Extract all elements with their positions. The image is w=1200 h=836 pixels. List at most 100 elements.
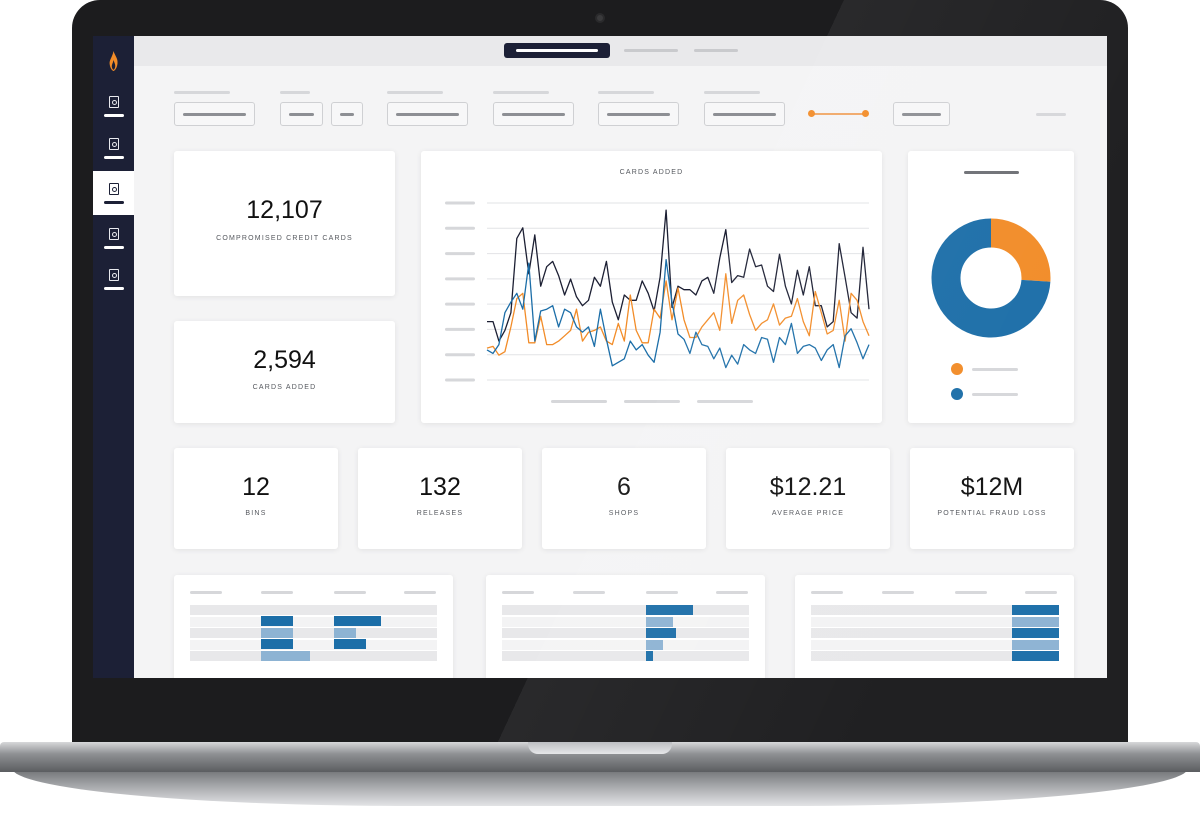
filter-label — [280, 91, 310, 94]
filter-select-4[interactable] — [493, 102, 574, 126]
bar-mark — [646, 651, 654, 661]
table-row[interactable] — [190, 616, 437, 627]
tab-3[interactable] — [694, 49, 738, 52]
filter-label — [493, 91, 549, 94]
legend-label — [972, 368, 1018, 371]
table-column-header — [261, 591, 293, 594]
bar-mark — [1012, 605, 1059, 615]
range-slider-handle-max[interactable] — [862, 110, 869, 117]
table-row[interactable] — [811, 605, 1058, 615]
table-row[interactable] — [502, 628, 749, 638]
table-column-header — [1025, 591, 1057, 594]
tab-active[interactable] — [504, 43, 610, 58]
table-card-2 — [486, 575, 765, 678]
table-column-header — [882, 591, 914, 594]
line-chart — [445, 201, 870, 403]
series-line-3 — [486, 258, 870, 369]
bar-mark — [334, 627, 357, 638]
donut-slice-2 — [931, 218, 1051, 338]
table-column-header — [955, 591, 987, 594]
table-column-header — [573, 591, 605, 594]
document-search-icon — [108, 268, 119, 281]
legend-label-3 — [697, 400, 753, 403]
series-line-1 — [487, 209, 870, 342]
table-row[interactable] — [502, 616, 749, 627]
table-row[interactable] — [190, 605, 437, 615]
table-card-1 — [174, 575, 453, 678]
sidebar-item-4[interactable] — [93, 216, 134, 260]
filter-select-6[interactable] — [704, 102, 785, 126]
chart-title: CARDS ADDED — [619, 169, 684, 176]
legend-label-1 — [551, 400, 607, 403]
stat-label: BINS — [245, 510, 267, 517]
table-row[interactable] — [502, 651, 749, 661]
table-row[interactable] — [811, 628, 1058, 638]
sidebar — [93, 36, 134, 678]
legend-dot-blue — [951, 388, 963, 400]
filter-select-7[interactable] — [893, 102, 950, 126]
y-tick-label — [445, 353, 475, 357]
donut-chart-card — [908, 151, 1074, 423]
tab-2[interactable] — [624, 49, 678, 52]
document-search-icon — [108, 182, 119, 195]
y-tick-label — [445, 327, 475, 331]
sidebar-item-label — [103, 286, 124, 290]
document-search-icon — [108, 227, 119, 240]
table-row[interactable] — [190, 628, 437, 638]
range-slider-track[interactable] — [811, 113, 866, 115]
bar-mark — [334, 616, 381, 626]
sidebar-item-label — [103, 113, 124, 117]
table-row[interactable] — [811, 651, 1058, 661]
bar-mark — [1012, 628, 1059, 638]
filter-label — [598, 91, 654, 94]
legend-label — [972, 393, 1018, 396]
y-tick-label — [445, 277, 475, 281]
stat-value: 6 — [617, 473, 631, 501]
table-row[interactable] — [502, 639, 749, 650]
top-tab-bar — [134, 36, 1107, 66]
table-row[interactable] — [502, 605, 749, 615]
sidebar-item-2[interactable] — [93, 126, 134, 170]
bar-mark — [646, 628, 676, 638]
flame-icon — [109, 51, 118, 71]
bar-mark — [261, 650, 311, 661]
filter-select-3[interactable] — [387, 102, 468, 126]
filter-label — [174, 91, 230, 94]
bar-mark — [261, 627, 294, 638]
filter-select-5[interactable] — [598, 102, 679, 126]
stat-card-shops: 6 SHOPS — [542, 448, 706, 549]
range-slider-handle-min[interactable] — [808, 110, 815, 117]
donut-chart — [931, 218, 1051, 338]
card-title — [964, 171, 1019, 174]
bar-mark — [1012, 639, 1059, 650]
table-row[interactable] — [811, 616, 1058, 627]
stat-card-releases: 132 RELEASES — [358, 448, 522, 549]
sidebar-item-5[interactable] — [93, 257, 134, 301]
sidebar-item-3[interactable] — [93, 171, 134, 215]
bar-mark — [646, 639, 664, 650]
stat-card-cards-added: 2,594 CARDS ADDED — [174, 321, 395, 423]
bar-mark — [646, 605, 693, 615]
filter-select-2b[interactable] — [331, 102, 363, 126]
table-row[interactable] — [190, 651, 437, 661]
table-row[interactable] — [811, 639, 1058, 650]
filter-select-2a[interactable] — [280, 102, 323, 126]
filter-select-1[interactable] — [174, 102, 255, 126]
stat-value: 12 — [242, 473, 270, 501]
y-tick-label — [445, 201, 475, 205]
legend-dot-orange — [951, 363, 963, 375]
stat-value: $12.21 — [769, 473, 847, 501]
sidebar-item-1[interactable] — [93, 84, 134, 128]
stat-value: 12,107 — [246, 196, 323, 224]
donut-slice-1 — [990, 218, 1051, 282]
table-column-header — [646, 591, 678, 594]
stat-label: CARDS ADDED — [252, 384, 317, 391]
table-column-header — [404, 591, 436, 594]
reset-link[interactable] — [1036, 113, 1066, 116]
table-column-header — [716, 591, 748, 594]
stat-value: 2,594 — [253, 346, 316, 374]
bar-mark — [334, 639, 367, 649]
document-search-icon — [108, 95, 119, 108]
table-row[interactable] — [190, 639, 437, 650]
stat-value: $12M — [960, 473, 1024, 501]
